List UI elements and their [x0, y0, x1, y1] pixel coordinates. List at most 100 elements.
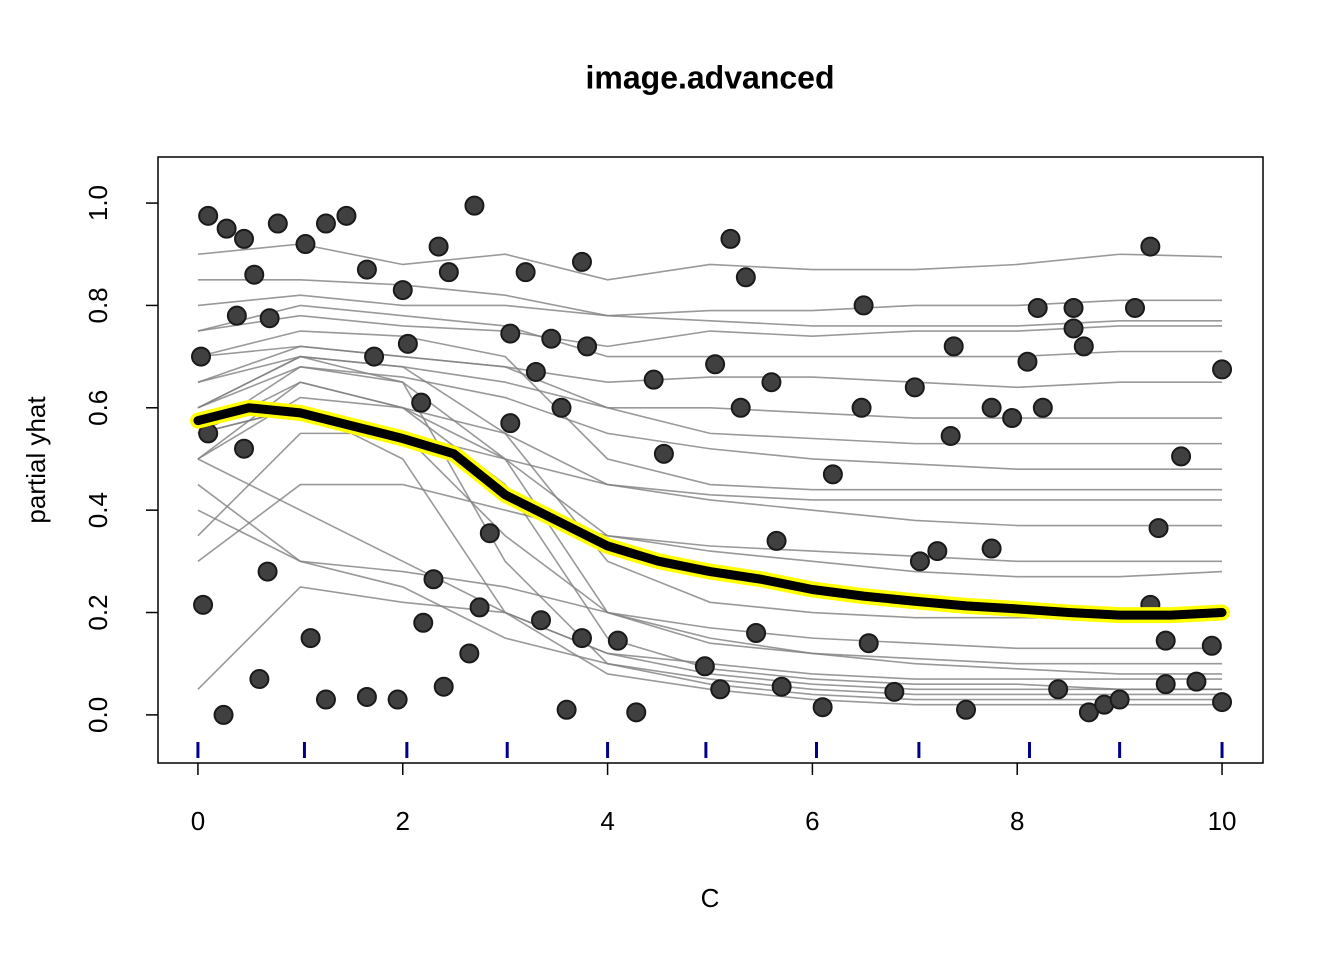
observation-point	[735, 267, 756, 288]
observation-point	[705, 354, 726, 375]
observation-point	[413, 612, 434, 633]
x-tick-label: 6	[805, 806, 819, 836]
ice-curve	[197, 406, 1223, 706]
observation-point	[851, 397, 872, 418]
observation-point	[295, 234, 316, 255]
ice-curve	[197, 381, 1223, 527]
observation-point	[356, 259, 377, 280]
observation-point	[1155, 630, 1176, 651]
observation-point	[551, 397, 572, 418]
observation-point	[193, 594, 214, 615]
observation-point	[1109, 689, 1130, 710]
x-tick-label: 10	[1208, 806, 1237, 836]
observation-point	[1140, 236, 1161, 257]
observation-point	[940, 425, 961, 446]
observation-point	[464, 195, 485, 216]
observation-point	[694, 656, 715, 677]
observation-point	[500, 323, 521, 344]
ice-curve	[197, 355, 1223, 701]
observation-point	[515, 262, 536, 283]
observation-point	[433, 676, 454, 697]
observation-point	[909, 551, 930, 572]
y-axis-label: partial yhat	[21, 396, 51, 524]
observation-point	[981, 397, 1002, 418]
ice-curve	[197, 509, 1223, 650]
observation-point	[531, 610, 552, 631]
observation-point	[927, 541, 948, 562]
y-tick-label: 0.0	[83, 697, 113, 733]
observation-point	[1002, 408, 1023, 429]
observation-point	[438, 262, 459, 283]
observation-point	[577, 336, 598, 357]
observation-point	[1027, 297, 1048, 318]
ice-curve	[197, 406, 1223, 675]
observation-point	[1073, 336, 1094, 357]
observation-point	[356, 686, 377, 707]
chart-title: image.advanced	[586, 59, 835, 95]
pd-line	[193, 403, 1227, 620]
plot-frame	[157, 156, 1264, 764]
observation-point	[234, 228, 255, 249]
observation-point	[387, 689, 408, 710]
x-axis-label: C	[701, 883, 720, 913]
observation-point	[1201, 635, 1222, 656]
observation-point	[981, 538, 1002, 559]
observation-point	[198, 205, 219, 226]
ice-curve	[197, 483, 1223, 563]
observation-point	[500, 413, 521, 434]
observation-point	[315, 689, 336, 710]
observation-point	[479, 523, 500, 544]
observation-point	[730, 397, 751, 418]
x-tick-label: 4	[600, 806, 614, 836]
observation-point	[643, 369, 664, 390]
observation-point	[1032, 397, 1053, 418]
y-tick-label: 0.8	[83, 287, 113, 323]
observation-point	[1212, 359, 1233, 380]
observation-point	[226, 305, 247, 326]
observation-point	[710, 679, 731, 700]
ice-curve	[197, 330, 1223, 491]
observation-point	[234, 438, 255, 459]
observation-point	[423, 569, 444, 590]
ice-curve	[197, 243, 1223, 281]
observation-point	[904, 377, 925, 398]
observation-point	[267, 213, 288, 234]
observation-point	[853, 295, 874, 316]
observation-point	[607, 630, 628, 651]
observation-point	[626, 702, 647, 723]
observation-point	[746, 622, 767, 643]
observation-point	[257, 561, 278, 582]
y-tick-label: 0.4	[83, 492, 113, 528]
observation-point	[213, 704, 234, 725]
observation-point	[300, 628, 321, 649]
observation-point	[541, 328, 562, 349]
observation-point	[216, 218, 237, 239]
ice-curve	[197, 294, 1223, 317]
observation-point	[459, 643, 480, 664]
observation-point	[315, 213, 336, 234]
ice-curve	[197, 396, 1223, 578]
observation-point	[653, 443, 674, 464]
observation-point	[428, 236, 449, 257]
observation-point	[766, 530, 787, 551]
y-tick-label: 0.6	[83, 390, 113, 426]
observation-point	[1063, 297, 1084, 318]
observation-point	[469, 597, 490, 618]
observation-point	[411, 392, 432, 413]
x-tick-label: 0	[191, 806, 205, 836]
observation-point	[720, 228, 741, 249]
observation-point	[812, 697, 833, 718]
observation-point	[1186, 671, 1207, 692]
observation-point	[1148, 518, 1169, 539]
observation-point	[336, 205, 357, 226]
x-tick-label: 8	[1010, 806, 1024, 836]
y-tick-label: 1.0	[83, 185, 113, 221]
ice-curve	[197, 366, 1223, 665]
observation-point	[1017, 351, 1038, 372]
x-tick-label: 2	[396, 806, 410, 836]
observation-point	[259, 308, 280, 329]
observation-point	[858, 633, 879, 654]
observation-point	[249, 669, 270, 690]
ice-curve	[197, 279, 1223, 327]
